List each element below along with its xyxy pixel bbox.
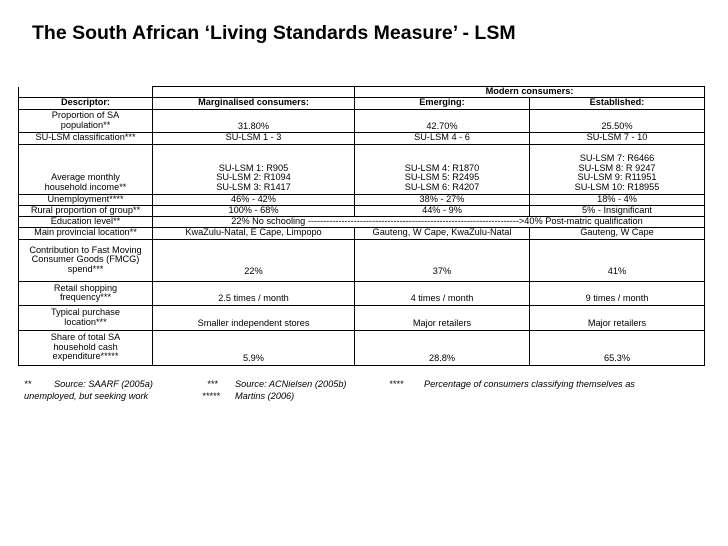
cell-established: 65.3% (529, 329, 705, 366)
lsm-table: Modern consumers: Descriptor: Marginalis… (18, 86, 705, 366)
table-row: Contribution to Fast Moving Consumer Goo… (18, 238, 705, 282)
footnote-line: unemployed, but seeking work ***** Marti… (24, 391, 714, 403)
row-label: SU-LSM classification*** (18, 131, 153, 145)
cell-established: SU-LSM 7: R6466 SU-LSM 8: R 9247 SU-LSM … (529, 143, 705, 195)
slide-title: The South African ‘Living Standards Meas… (32, 22, 516, 44)
table-row: Rural proportion of group** 100% - 68% 4… (18, 204, 705, 217)
row-label: Education level** (18, 215, 153, 228)
table-row: Average monthly household income** SU-LS… (18, 143, 705, 195)
cell-established: 41% (529, 238, 705, 282)
cell-marginalised: Smaller independent stores (152, 304, 355, 331)
cell-established: SU-LSM 7 - 10 (529, 131, 705, 145)
footnote-text: Percentage of consumers classifying them… (424, 379, 635, 389)
cell-established: 18% - 4% (529, 193, 705, 206)
footnote-line: ** Source: SAARF (2005a) *** Source: ACN… (24, 379, 714, 391)
footnote-source: Source: SAARF (2005a) (54, 379, 153, 389)
cell-marginalised: SU-LSM 1: R905 SU-LSM 2: R1094 SU-LSM 3:… (152, 143, 355, 195)
cell-marginalised: KwaZulu-Natal, E Cape, Limpopo (152, 226, 355, 240)
cell-emerging: 4 times / month (354, 280, 530, 306)
row-label: Average monthly household income** (18, 143, 153, 195)
cell-emerging: 28.8% (354, 329, 530, 366)
row-label: Share of total SA household cash expendi… (18, 329, 153, 366)
table-row: Education level** 22% No schooling -----… (18, 215, 705, 228)
cell-marginalised: SU-LSM 1 - 3 (152, 131, 355, 145)
cell-emerging: Major retailers (354, 304, 530, 331)
row-label: Unemployment**** (18, 193, 153, 206)
row-label: Main provincial location** (18, 226, 153, 240)
footnote-marker: *** (207, 379, 218, 389)
row-label: Rural proportion of group** (18, 204, 153, 217)
header-modern-consumers: Modern consumers: (354, 86, 705, 98)
cell-emerging: 44% - 9% (354, 204, 530, 217)
cell-marginalised: 31.80% (152, 108, 355, 133)
cell-established: Gauteng, W Cape (529, 226, 705, 240)
cell-emerging: 38% - 27% (354, 193, 530, 206)
row-label: Retail shopping frequency*** (18, 280, 153, 306)
empty-cell (152, 86, 355, 98)
footnote-source: Source: ACNielsen (2005b) (235, 379, 347, 389)
footnotes: ** Source: SAARF (2005a) *** Source: ACN… (24, 379, 714, 402)
cell-marginalised: 100% - 68% (152, 204, 355, 217)
table-row: Proportion of SA population** 31.80% 42.… (18, 108, 705, 133)
row-label: Proportion of SA population** (18, 108, 153, 133)
cell-marginalised: 5.9% (152, 329, 355, 366)
table-row: Modern consumers: (18, 86, 705, 98)
table-row: Descriptor: Marginalised consumers: Emer… (18, 96, 705, 110)
cell-emerging: Gauteng, W Cape, KwaZulu-Natal (354, 226, 530, 240)
table-row: Typical purchase location*** Smaller ind… (18, 304, 705, 331)
header-descriptor: Descriptor: (18, 96, 153, 110)
cell-established: Major retailers (529, 304, 705, 331)
footnote-marker: **** (389, 379, 404, 389)
cell-established: 25.50% (529, 108, 705, 133)
cell-emerging: SU-LSM 4 - 6 (354, 131, 530, 145)
cell-marginalised: 22% (152, 238, 355, 282)
table-row: Main provincial location** KwaZulu-Natal… (18, 226, 705, 240)
header-marginalised: Marginalised consumers: (152, 96, 355, 110)
table-row: SU-LSM classification*** SU-LSM 1 - 3 SU… (18, 131, 705, 145)
footnote-marker: ***** (202, 390, 220, 401)
cell-established: 5% - Insignificant (529, 204, 705, 217)
row-label: Typical purchase location*** (18, 304, 153, 331)
table-row: Retail shopping frequency*** 2.5 times /… (18, 280, 705, 306)
empty-cell (18, 86, 153, 98)
header-established: Established: (529, 96, 705, 110)
cell-education-range: 22% No schooling -----------------------… (152, 215, 705, 228)
cell-established: 9 times / month (529, 280, 705, 306)
row-label: Contribution to Fast Moving Consumer Goo… (18, 238, 153, 282)
cell-emerging: SU-LSM 4: R1870 SU-LSM 5: R2495 SU-LSM 6… (354, 143, 530, 195)
cell-emerging: 42.70% (354, 108, 530, 133)
table-row: Unemployment**** 46% - 42% 38% - 27% 18%… (18, 193, 705, 206)
footnote-marker: ** (24, 379, 32, 389)
footnote-source: Martins (2006) (235, 390, 295, 401)
cell-marginalised: 46% - 42% (152, 193, 355, 206)
footnote-text: unemployed, but seeking work (24, 390, 149, 401)
table-row: Share of total SA household cash expendi… (18, 329, 705, 366)
header-emerging: Emerging: (354, 96, 530, 110)
cell-marginalised: 2.5 times / month (152, 280, 355, 306)
cell-emerging: 37% (354, 238, 530, 282)
